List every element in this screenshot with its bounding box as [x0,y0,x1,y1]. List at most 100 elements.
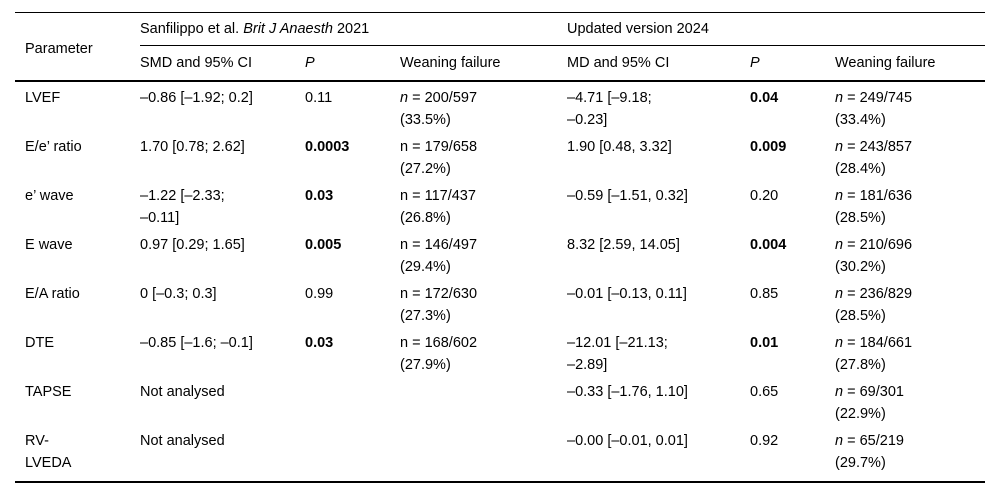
weaning-failure-cell: n = 236/829 (28.5%) [835,278,985,327]
col-header-p-2021: P [305,45,400,82]
p-value-cell: 0.004 [750,236,787,253]
n-symbol: n [835,138,844,155]
weaning-percent: (33.4%) [835,111,886,128]
subheader-row: SMD and 95% CI P Weaning failure MD and … [15,45,985,82]
smd-ci-cell: –0.86 [–1.92; 0.2] [140,89,253,106]
param-cell: LVEF [25,89,61,106]
param-cell: DTE [25,334,54,351]
n-count: = 65/219 [843,432,904,449]
n-count: = 117/437 [408,187,476,204]
param-cell: E wave [25,236,73,253]
param-cell: E/e’ ratio [25,138,82,155]
n-symbol: n [400,236,409,253]
weaning-failure-cell: n = 65/219 (29.7%) [835,425,985,482]
smd-ci-cell: 0 [–0.3; 0.3] [140,285,217,302]
group-header-2024: Updated version 2024 [567,12,985,46]
md-ci-cell: 8.32 [2.59, 14.05] [567,236,680,253]
md-ci-cell: –0.33 [–1.76, 1.10] [567,383,688,400]
p-value-cell: 0.01 [750,334,779,351]
n-count: = 179/658 [408,138,478,155]
md-ci-cell: –12.01 [–21.13; –2.89] [567,334,668,373]
table-row-rv-lveda: RV- LVEDA Not analysed –0.00 [–0.01, 0.0… [15,425,985,482]
n-symbol: n [835,383,844,400]
n-count: = 236/829 [843,285,913,302]
col-header-md-ci: MD and 95% CI [567,45,750,82]
weaning-failure-cell: n = 146/497 (29.4%) [400,229,567,278]
p-value-cell: 0.005 [305,236,342,253]
md-ci-cell: –0.59 [–1.51, 0.32] [567,187,688,204]
n-count: = 249/745 [843,89,913,106]
p-value-cell [305,425,400,482]
param-cell: RV- LVEDA [25,432,72,471]
weaning-failure-cell: n = 69/301 (22.9%) [835,376,985,425]
p-value-cell: 0.03 [305,334,334,351]
p-value-cell: 0.03 [305,187,334,204]
n-count: = 200/597 [408,89,478,106]
p-value-cell: 0.11 [305,89,333,106]
n-count: = 184/661 [843,334,913,351]
table-row-e-prime-wave: e’ wave –1.22 [–2.33; –0.11] 0.03 n = 11… [15,180,985,229]
n-symbol: n [835,285,844,302]
col-header-weaning-2024: Weaning failure [835,45,985,82]
p-value-cell: 0.65 [750,383,779,400]
smd-ci-cell: 1.70 [0.78; 2.62] [140,138,245,155]
smd-ci-cell: –1.22 [–2.33; –0.11] [140,187,225,226]
n-symbol: n [400,138,409,155]
weaning-failure-cell: n = 181/636 (28.5%) [835,180,985,229]
smd-ci-cell: –0.85 [–1.6; –0.1] [140,334,253,351]
md-ci-cell: –0.00 [–0.01, 0.01] [567,432,688,449]
weaning-failure-cell: n = 168/602 (27.9%) [400,327,567,376]
weaning-failure-cell: n = 172/630 (27.3%) [400,278,567,327]
p-value-cell: 0.85 [750,285,779,302]
param-cell: e’ wave [25,187,74,204]
weaning-percent: (33.5%) [400,111,451,128]
col-header-weaning-2021: Weaning failure [400,45,567,82]
table-row-dte: DTE –0.85 [–1.6; –0.1] 0.03 n = 168/602 (… [15,327,985,376]
smd-ci-cell: Not analysed [140,383,225,400]
p-value-cell: 0.04 [750,89,779,106]
group-2021-pre: Sanfilippo et al. [140,21,244,37]
smd-ci-cell: 0.97 [0.29; 1.65] [140,236,245,253]
n-symbol: n [835,236,844,253]
p-value-cell: 0.20 [750,187,779,204]
p-value-cell: 0.92 [750,432,779,449]
table-row-ee-ratio: E/e’ ratio 1.70 [0.78; 2.62] 0.0003 n = … [15,131,985,180]
weaning-failure-cell [400,376,567,425]
weaning-failure-cell: n = 200/597 (33.5%) [400,81,567,131]
param-cell: TAPSE [25,383,72,400]
table-row-lvef: LVEF –0.86 [–1.92; 0.2] 0.11 n = 200/597… [15,81,985,131]
weaning-percent: (27.3%) [400,307,451,324]
weaning-failure-cell: n = 184/661 (27.8%) [835,327,985,376]
weaning-percent: (27.2%) [400,160,451,177]
weaning-percent: (27.9%) [400,356,451,373]
n-count: = 210/696 [843,236,913,253]
weaning-failure-cell: n = 210/696 (30.2%) [835,229,985,278]
weaning-failure-cell: n = 117/437 (26.8%) [400,180,567,229]
col-header-p-2024: P [750,45,835,82]
md-ci-cell: –0.01 [–0.13, 0.11] [567,285,687,302]
weaning-percent: (28.5%) [835,307,886,324]
param-cell: E/A ratio [25,285,80,302]
group-2021-year: 2021 [332,21,370,37]
weaning-percent: (28.4%) [835,160,886,177]
md-ci-cell: –4.71 [–9.18; –0.23] [567,89,652,128]
weaning-failure-cell: n = 179/658 (27.2%) [400,131,567,180]
n-count: = 168/602 [408,334,478,351]
p-value-cell: 0.009 [750,138,787,155]
p-value-cell: 0.0003 [305,138,350,155]
n-symbol: n [835,89,844,106]
table-row-ea-ratio: E/A ratio 0 [–0.3; 0.3] 0.99 n = 172/630… [15,278,985,327]
n-symbol: n [835,334,844,351]
weaning-percent: (27.8%) [835,356,886,373]
weaning-failure-cell [400,425,567,482]
weaning-percent: (26.8%) [400,209,451,226]
n-count: = 146/497 [408,236,478,253]
weaning-percent: (30.2%) [835,258,886,275]
p-value-cell [305,376,400,425]
group-header-2021: Sanfilippo et al. Brit J Anaesth 2021 [140,12,567,46]
n-symbol: n [400,285,409,302]
n-symbol: n [400,334,409,351]
table-row-tapse: TAPSE Not analysed –0.33 [–1.76, 1.10] 0… [15,376,985,425]
group-2021-journal: Brit J Anaesth [243,21,333,37]
col-header-smd-ci: SMD and 95% CI [140,45,305,82]
